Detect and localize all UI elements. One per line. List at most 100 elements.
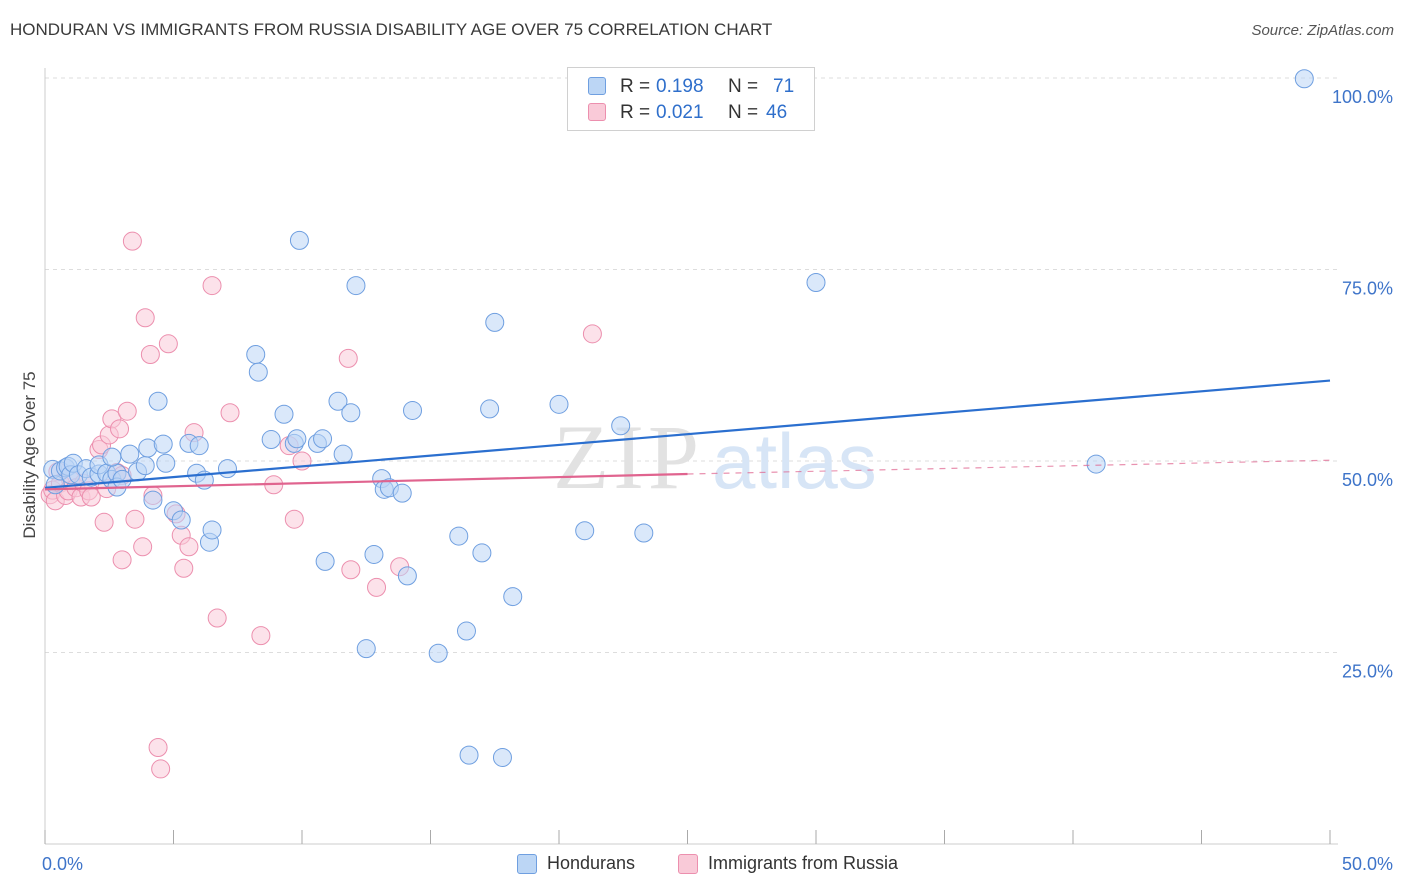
n-value: 71 bbox=[773, 76, 795, 97]
hondurans-point bbox=[472, 543, 492, 563]
hondurans-point bbox=[102, 447, 122, 467]
russia-swatch bbox=[588, 103, 606, 121]
hondurans-legend-swatch bbox=[517, 854, 537, 874]
x-tick-label: 0.0% bbox=[42, 854, 83, 874]
hondurans-point bbox=[120, 444, 140, 464]
hondurans-point bbox=[611, 416, 631, 436]
r-label: R = bbox=[620, 76, 651, 97]
hondurans-point bbox=[315, 551, 335, 571]
russia-point bbox=[110, 419, 130, 439]
watermark-atlas: atlas bbox=[712, 417, 877, 505]
russia-point bbox=[202, 276, 222, 296]
series-russia-points bbox=[40, 231, 602, 779]
hondurans-point bbox=[1086, 454, 1106, 474]
hondurans-point bbox=[492, 747, 512, 767]
hondurans-point bbox=[274, 404, 294, 424]
hondurans-point bbox=[397, 566, 417, 586]
hondurans-point bbox=[153, 434, 173, 454]
hondurans-point bbox=[333, 444, 353, 464]
russia-trend-line bbox=[44, 472, 688, 491]
hondurans-point bbox=[148, 391, 168, 411]
hondurans-point bbox=[356, 639, 376, 659]
r-value: 0.198 bbox=[656, 76, 704, 97]
chart-source: Source: ZipAtlas.com bbox=[1251, 22, 1394, 39]
russia-legend-swatch bbox=[678, 854, 698, 874]
hondurans-point bbox=[575, 521, 595, 541]
russia-point bbox=[582, 324, 602, 344]
hondurans-point bbox=[248, 362, 268, 382]
hondurans-point bbox=[459, 745, 479, 765]
russia-point bbox=[117, 401, 137, 421]
hondurans-point bbox=[503, 587, 523, 607]
chart-title: HONDURAN VS IMMIGRANTS FROM RUSSIA DISAB… bbox=[10, 20, 773, 39]
hondurans-point bbox=[202, 520, 222, 540]
grid-lines bbox=[45, 77, 1338, 653]
hondurans-point bbox=[156, 453, 176, 473]
hondurans-point bbox=[346, 276, 366, 296]
hondurans-point bbox=[341, 403, 361, 423]
hondurans-point bbox=[143, 490, 163, 510]
hondurans-point bbox=[1294, 69, 1314, 89]
hondurans-swatch bbox=[588, 77, 606, 95]
r-label: R = bbox=[620, 102, 651, 123]
russia-point bbox=[341, 560, 361, 580]
hondurans-point bbox=[456, 621, 476, 641]
trend-lines bbox=[44, 379, 1331, 491]
russia-point bbox=[125, 509, 145, 529]
russia-point bbox=[220, 403, 240, 423]
hondurans-point bbox=[313, 429, 333, 449]
hondurans-point bbox=[171, 510, 191, 530]
series-hondurans-points bbox=[43, 69, 1314, 767]
legend-label: Hondurans bbox=[547, 853, 636, 873]
hondurans-point bbox=[634, 523, 654, 543]
russia-point bbox=[122, 231, 142, 251]
russia-point bbox=[112, 550, 132, 570]
hondurans-point bbox=[403, 400, 423, 420]
russia-point bbox=[284, 509, 304, 529]
hondurans-point bbox=[217, 459, 237, 479]
russia-point bbox=[135, 308, 155, 328]
hondurans-point bbox=[480, 399, 500, 419]
russia-point bbox=[174, 558, 194, 578]
russia-point bbox=[94, 512, 114, 532]
hondurans-point bbox=[287, 429, 307, 449]
y-tick-label: 100.0% bbox=[1332, 87, 1393, 107]
russia-point bbox=[338, 348, 358, 368]
hondurans-point bbox=[246, 345, 266, 365]
hondurans-point bbox=[806, 273, 826, 293]
russia-point bbox=[140, 345, 160, 365]
y-tick-label: 50.0% bbox=[1342, 470, 1393, 490]
russia-point bbox=[367, 577, 387, 597]
stats-legend: R = 0.198 N = 71 R = 0.021 N = 46 bbox=[567, 67, 815, 131]
n-label: N = bbox=[728, 76, 759, 97]
watermark: ZIP atlas bbox=[553, 406, 877, 508]
x-tick-label: 50.0% bbox=[1342, 854, 1393, 874]
hondurans-point bbox=[261, 430, 281, 450]
n-value: 46 bbox=[766, 102, 788, 123]
hondurans-point bbox=[364, 544, 384, 564]
n-label: N = bbox=[728, 102, 759, 123]
r-value: 0.021 bbox=[656, 102, 704, 123]
russia-point bbox=[158, 334, 178, 354]
axis-labels: 25.0% 50.0% 75.0% 100.0% 0.0% 50.0% Disability… bbox=[20, 87, 1393, 874]
hondurans-point bbox=[428, 643, 448, 663]
hondurans-trend-line bbox=[44, 379, 1331, 489]
y-tick-label: 75.0% bbox=[1342, 279, 1393, 299]
russia-point bbox=[207, 608, 227, 628]
russia-point bbox=[133, 537, 153, 557]
hondurans-point bbox=[189, 436, 209, 456]
y-axis-title: Disability Age Over 75 bbox=[20, 371, 39, 538]
y-tick-label: 25.0% bbox=[1342, 662, 1393, 682]
hondurans-point bbox=[392, 483, 412, 503]
legend-label: Immigrants from Russia bbox=[708, 853, 899, 873]
hondurans-point bbox=[135, 456, 155, 476]
axes bbox=[44, 68, 1338, 845]
hondurans-point bbox=[485, 312, 505, 332]
hondurans-point bbox=[549, 394, 569, 414]
hondurans-point bbox=[328, 391, 348, 411]
russia-point bbox=[151, 759, 171, 779]
russia-point bbox=[148, 737, 168, 757]
hondurans-point bbox=[449, 526, 469, 546]
russia-point bbox=[179, 537, 199, 557]
